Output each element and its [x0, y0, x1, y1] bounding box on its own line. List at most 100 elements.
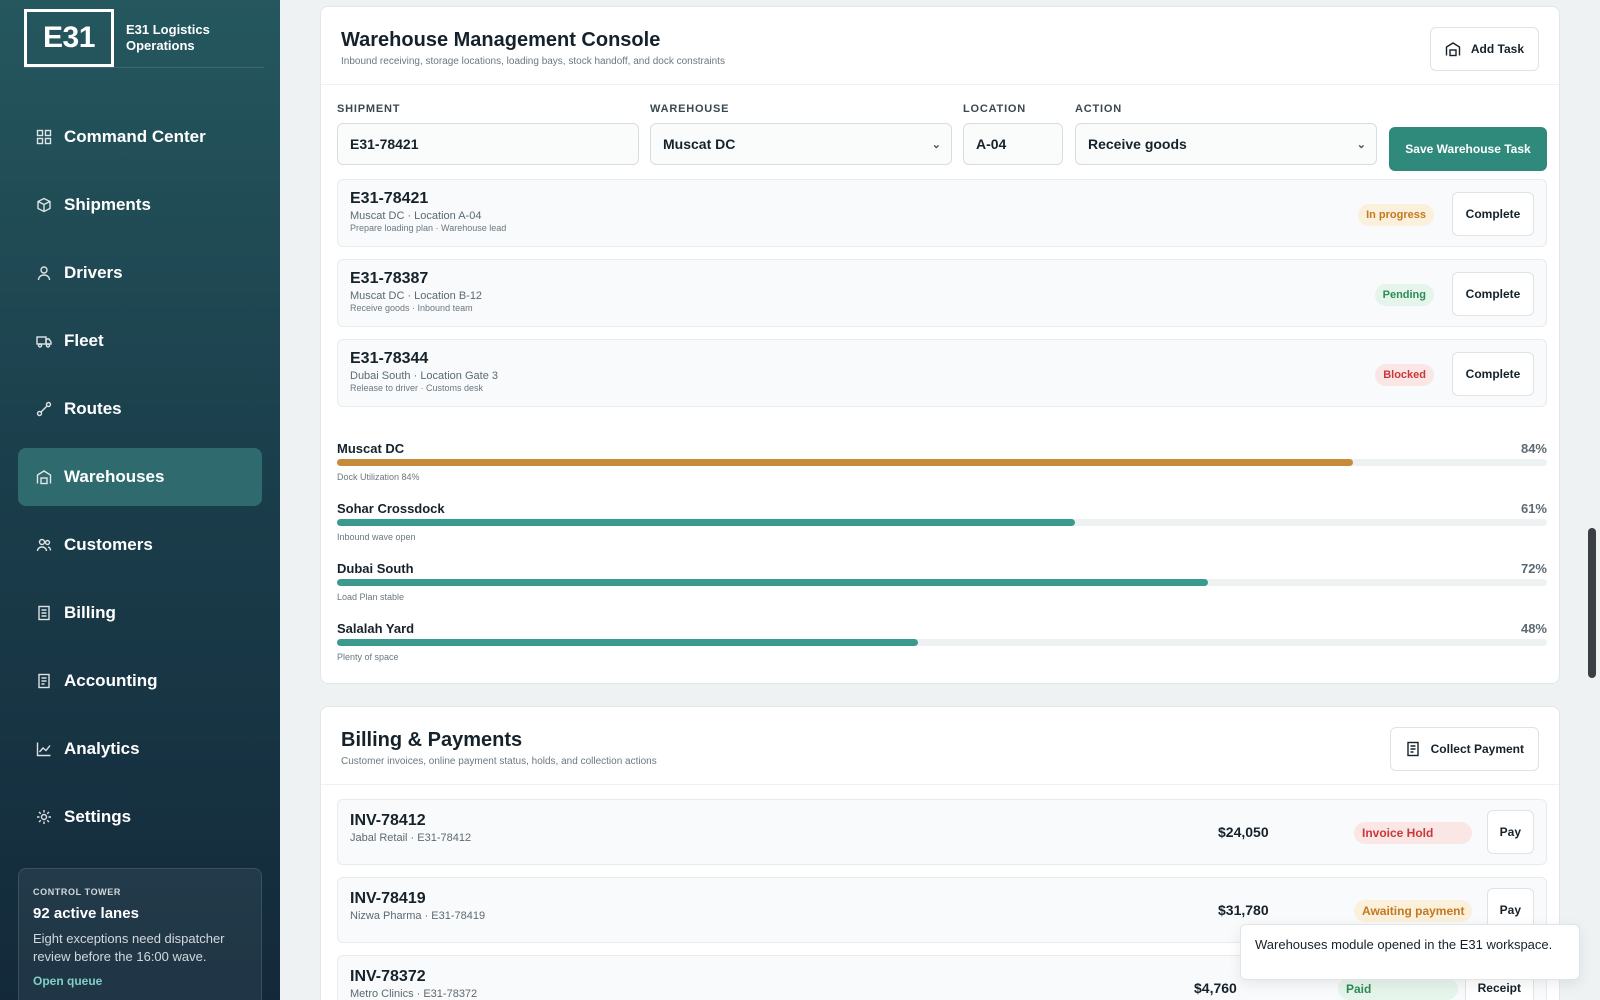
sidebar-item-label: Billing: [64, 603, 116, 622]
utilization-note: Load Plan stable: [337, 592, 405, 602]
invoice-customer: Nizwa Pharma · E31-78419: [350, 910, 486, 922]
invoice-id: INV-78412: [350, 812, 426, 829]
sidebar-item-label: Accounting: [64, 671, 158, 690]
billing-card-header: Billing & Payments Customer invoices, on…: [321, 707, 1559, 785]
invoice-amount: $31,780: [1218, 902, 1269, 918]
invoice-amount: $24,050: [1218, 824, 1269, 840]
warehouse-subtitle: Inbound receiving, storage locations, lo…: [341, 56, 725, 67]
billing-title: Billing & Payments: [341, 729, 523, 751]
location-label: LOCATION: [963, 103, 1027, 115]
sidebar-item-label: Analytics: [64, 739, 140, 758]
utilization-row: Salalah Yard 48% Plenty of space: [337, 621, 1547, 681]
sidebar-item-label: Customers: [64, 535, 153, 554]
brand-logo[interactable]: E31: [24, 8, 114, 67]
utilization-name: Sohar Crossdock: [337, 501, 445, 516]
pay-button[interactable]: Pay: [1486, 810, 1534, 854]
warehouse-task-form: SHIPMENT E31-78421 WAREHOUSE Muscat DC ⌄ …: [337, 103, 1547, 173]
receipt-icon: [1405, 741, 1421, 757]
complete-button[interactable]: Complete: [1452, 272, 1534, 316]
task-id: E31-78421: [350, 190, 429, 207]
complete-button[interactable]: Complete: [1452, 192, 1534, 236]
sidebar-item-label: Warehouses: [64, 467, 165, 486]
gear-icon: [36, 809, 52, 825]
utilization-fill: [337, 519, 1076, 526]
add-task-label: Add Task: [1470, 42, 1524, 56]
utilization-row: Sohar Crossdock 61% Inbound wave open: [337, 501, 1547, 561]
control-tower-title: 92 active lanes: [33, 905, 139, 922]
sidebar-item-label: Drivers: [64, 263, 123, 282]
status-badge: Invoice Hold: [1354, 822, 1472, 844]
location-value: A-04: [976, 136, 1007, 152]
complete-button[interactable]: Complete: [1452, 352, 1534, 396]
chart-icon: [36, 741, 52, 757]
control-tower-card: CONTROL TOWER 92 active lanes Eight exce…: [18, 868, 262, 1000]
warehouse-value: Muscat DC: [663, 136, 736, 152]
sidebar-item-command-center[interactable]: Command Center: [18, 108, 262, 166]
utilization-name: Dubai South: [337, 561, 414, 576]
brand: E31 E31 Logistics Operations: [24, 8, 264, 68]
utilization-note: Plenty of space: [337, 652, 399, 662]
status-badge: Awaiting payment: [1354, 900, 1472, 922]
sidebar-item-shipments[interactable]: Shipments: [18, 176, 262, 234]
task-id: E31-78344: [350, 350, 429, 367]
utilization-row: Dubai South 72% Load Plan stable: [337, 561, 1547, 621]
action-field: ACTION Receive goods ⌄: [1075, 103, 1377, 165]
warehouse-icon: [36, 469, 52, 485]
utilization-percent: 61%: [1520, 501, 1547, 516]
main-content: Warehouse Management Console Inbound rec…: [280, 0, 1600, 1000]
task-row: E31-78421 Muscat DC · Location A-04 Prep…: [337, 179, 1547, 247]
utilization-track: [337, 459, 1547, 466]
collect-payment-button[interactable]: Collect Payment: [1389, 727, 1539, 771]
task-location: Dubai South · Location Gate 3: [350, 370, 498, 382]
task-location: Muscat DC · Location B-12: [350, 290, 483, 302]
page-title: Warehouse Management Console: [341, 29, 661, 51]
warehouse-card-header: Warehouse Management Console Inbound rec…: [321, 7, 1559, 85]
task-note: Release to driver · Customs desk: [350, 383, 484, 393]
task-row: E31-78344 Dubai South · Location Gate 3 …: [337, 339, 1547, 407]
utilization-percent: 72%: [1520, 561, 1547, 576]
warehouse-field: WAREHOUSE Muscat DC ⌄: [650, 103, 952, 165]
grid-icon: [36, 129, 52, 145]
sidebar-item-settings[interactable]: Settings: [18, 788, 262, 846]
location-input[interactable]: A-04: [963, 123, 1063, 165]
sidebar-item-fleet[interactable]: Fleet: [18, 312, 262, 370]
save-warehouse-task-button[interactable]: Save Warehouse Task: [1389, 127, 1547, 171]
sidebar-item-label: Fleet: [64, 331, 104, 350]
sidebar-item-billing[interactable]: Billing: [18, 584, 262, 642]
people-icon: [36, 537, 52, 553]
shipment-value: E31-78421: [350, 136, 419, 152]
task-note: Receive goods · Inbound team: [350, 303, 473, 313]
chevron-down-icon: ⌄: [931, 139, 941, 151]
toast-notification: Warehouses module opened in the E31 work…: [1240, 924, 1580, 980]
sidebar-item-analytics[interactable]: Analytics: [18, 720, 262, 778]
truck-icon: [36, 333, 52, 349]
invoice-customer: Metro Clinics · E31-78372: [350, 988, 478, 1000]
sidebar-item-routes[interactable]: Routes: [18, 380, 262, 438]
warehouse-label: WAREHOUSE: [650, 103, 730, 115]
sidebar-item-customers[interactable]: Customers: [18, 516, 262, 574]
sidebar-item-warehouses[interactable]: Warehouses: [18, 448, 262, 506]
utilization-fill: [337, 459, 1354, 466]
invoice-customer: Jabal Retail · E31-78412: [350, 832, 472, 844]
scrollbar-thumb[interactable]: [1588, 528, 1596, 678]
utilization-name: Salalah Yard: [337, 621, 415, 636]
open-queue-link[interactable]: Open queue: [33, 974, 103, 988]
add-task-button[interactable]: Add Task: [1429, 27, 1539, 71]
sidebar-item-drivers[interactable]: Drivers: [18, 244, 262, 302]
utilization-fill: [337, 639, 918, 646]
task-id: E31-78387: [350, 270, 429, 287]
sidebar-item-accounting[interactable]: Accounting: [18, 652, 262, 710]
brand-name: E31 Logistics Operations: [126, 21, 210, 53]
sidebar-item-label: Shipments: [64, 195, 151, 214]
status-badge: Paid: [1338, 978, 1458, 1000]
utilization-track: [337, 579, 1547, 586]
utilization-percent: 84%: [1520, 441, 1547, 456]
utilization-track: [337, 519, 1547, 526]
location-field: LOCATION A-04: [963, 103, 1063, 165]
task-note: Prepare loading plan · Warehouse lead: [350, 223, 507, 233]
utilization-note: Dock Utilization 84%: [337, 472, 420, 482]
warehouse-select[interactable]: Muscat DC ⌄: [650, 123, 952, 165]
task-location: Muscat DC · Location A-04: [350, 210, 482, 222]
action-select[interactable]: Receive goods ⌄: [1075, 123, 1377, 165]
shipment-input[interactable]: E31-78421: [337, 123, 639, 165]
